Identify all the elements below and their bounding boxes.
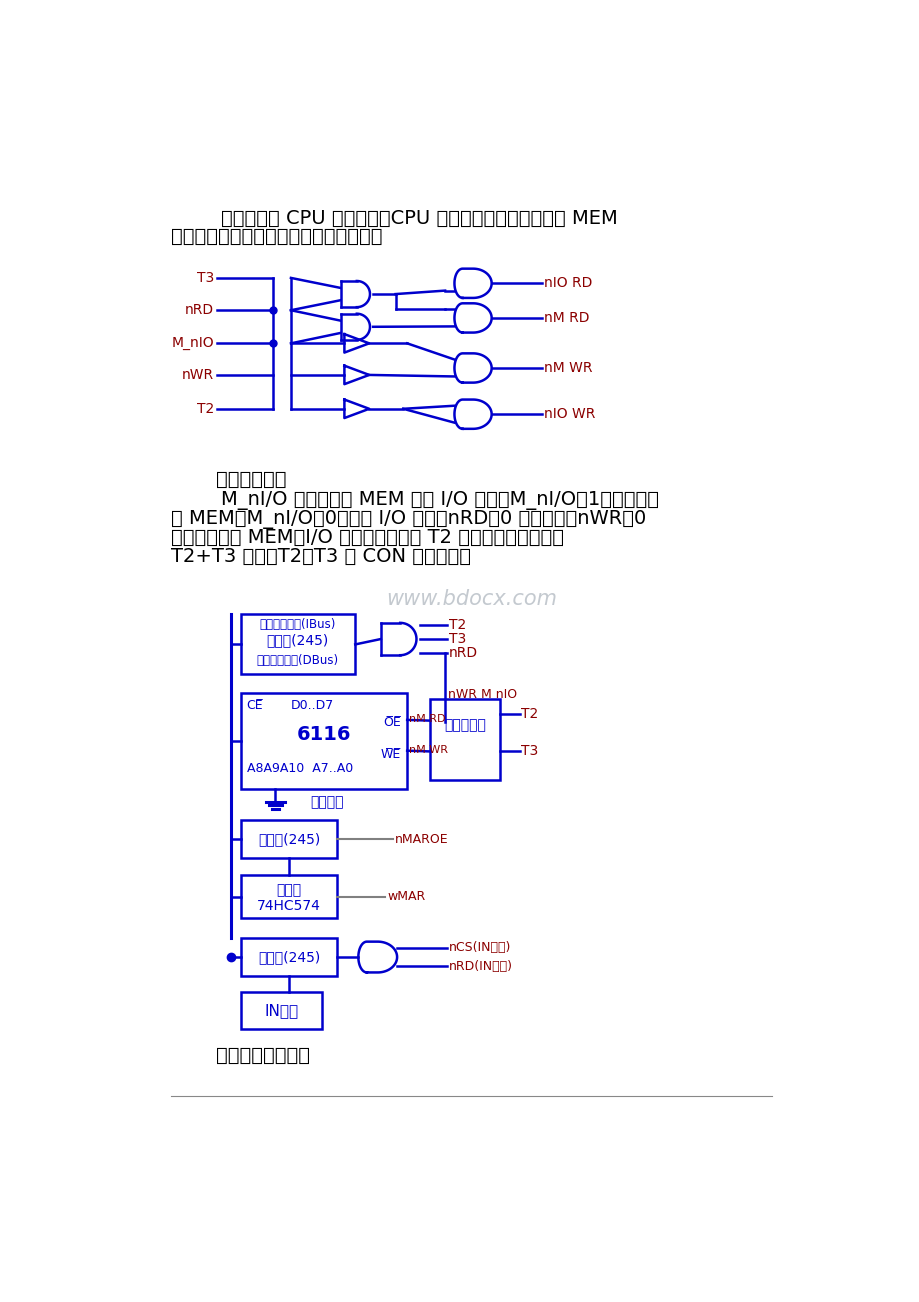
Text: 三态门(245): 三态门(245) — [257, 950, 320, 963]
Text: M_nI/O 用来选择对 MEM 还是 I/O 读写，M_nI/O＝1，选择存贮: M_nI/O 用来选择对 MEM 还是 I/O 读写，M_nI/O＝1，选择存贮 — [171, 491, 658, 510]
Text: A8A9A10  A7..A0: A8A9A10 A7..A0 — [246, 762, 353, 775]
Bar — [240, 820, 337, 858]
Text: T2: T2 — [197, 402, 214, 415]
Text: T2: T2 — [448, 618, 466, 633]
Text: 的读写。实验中的读写控制逻辑如下图：: 的读写。实验中的读写控制逻辑如下图： — [171, 227, 382, 246]
Bar — [240, 937, 337, 976]
Text: 存贮器实验原理图: 存贮器实验原理图 — [216, 1046, 310, 1065]
Bar — [240, 615, 355, 674]
Text: nRD: nRD — [185, 303, 214, 318]
Text: M_nIO: M_nIO — [171, 336, 214, 350]
Text: 为写操作。对 MEM、I/O 的写脉冲宽度与 T2 一致；读脉冲宽度与: 为写操作。对 MEM、I/O 的写脉冲宽度与 T2 一致；读脉冲宽度与 — [171, 529, 563, 547]
Text: nM WR: nM WR — [409, 745, 448, 755]
Text: 三态门(245): 三态门(245) — [267, 633, 329, 647]
Text: nM RD: nM RD — [409, 715, 446, 724]
Text: 三态门(245): 三态门(245) — [257, 832, 320, 846]
Text: 地址总线: 地址总线 — [310, 796, 344, 810]
Text: nIO RD: nIO RD — [544, 276, 592, 290]
Text: nIO WR: nIO WR — [544, 408, 596, 421]
Text: nWR: nWR — [182, 368, 214, 381]
Text: T2: T2 — [520, 707, 538, 721]
Text: nM WR: nM WR — [544, 361, 592, 375]
Text: 锁存器: 锁存器 — [276, 883, 301, 897]
Text: nRD(IN单元): nRD(IN单元) — [448, 960, 513, 973]
Text: nCS(IN单元): nCS(IN单元) — [448, 941, 511, 954]
Text: D0..D7: D0..D7 — [290, 699, 334, 712]
Text: T2+T3 一致，T2、T3 由 CON 单元提供。: T2+T3 一致，T2、T3 由 CON 单元提供。 — [171, 547, 471, 565]
Text: W̅E̅: W̅E̅ — [380, 749, 401, 762]
Text: nMAROE: nMAROE — [394, 833, 448, 846]
Text: T3: T3 — [448, 631, 466, 646]
Bar — [430, 699, 500, 780]
Text: 6116: 6116 — [296, 725, 351, 745]
Bar — [240, 992, 322, 1029]
Text: T3: T3 — [197, 271, 214, 285]
Bar — [240, 693, 407, 789]
Text: 读写译码器: 读写译码器 — [444, 719, 486, 732]
Text: T3: T3 — [520, 745, 538, 759]
Text: www.bdocx.com: www.bdocx.com — [386, 589, 556, 609]
Text: nWR M nIO: nWR M nIO — [448, 687, 516, 700]
Text: CE̅: CE̅ — [246, 699, 263, 712]
Bar — [240, 875, 337, 918]
Text: 读写控制逻辑: 读写控制逻辑 — [216, 470, 286, 490]
Text: nM RD: nM RD — [544, 311, 589, 326]
Text: wMAR: wMAR — [387, 891, 425, 904]
Text: nRD: nRD — [448, 646, 478, 660]
Text: O̅E̅: O̅E̅ — [383, 716, 401, 729]
Text: 外部数据总线(DBus): 外部数据总线(DBus) — [256, 655, 338, 668]
Text: IN单元: IN单元 — [264, 1003, 298, 1018]
Text: 器 MEM；M_nI/O＝0，选择 I/O 设备。nRD＝0 为读操作；nWR＝0: 器 MEM；M_nI/O＝0，选择 I/O 设备。nRD＝0 为读操作；nWR＝… — [171, 509, 645, 529]
Text: 74HC574: 74HC574 — [256, 898, 321, 913]
Text: 存贮器挂在 CPU 的总线上，CPU 通过读写控制逻辑，控制 MEM: 存贮器挂在 CPU 的总线上，CPU 通过读写控制逻辑，控制 MEM — [171, 208, 617, 228]
Text: 内部数据总线(IBus): 内部数据总线(IBus) — [259, 618, 335, 631]
